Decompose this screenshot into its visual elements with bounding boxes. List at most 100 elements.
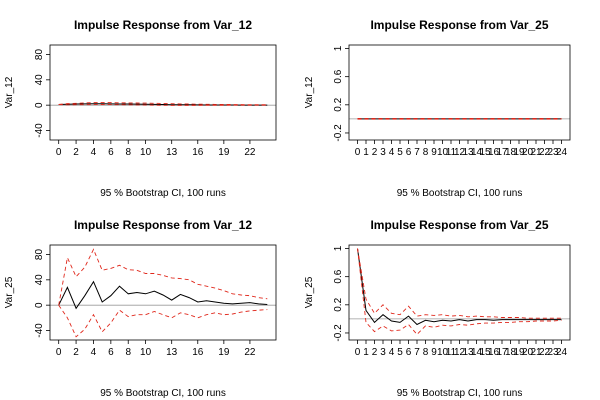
x-tick-label: 10 bbox=[437, 147, 449, 158]
chart-title: Impulse Response from Var_12 bbox=[74, 18, 252, 32]
x-tick-label: 3 bbox=[380, 147, 386, 158]
y-tick-label: 80 bbox=[34, 49, 45, 61]
x-tick-label: 21 bbox=[530, 147, 542, 158]
chart-panel-1: Impulse Response from Var_120 2 4 6 8 10 13 16 1… bbox=[4, 18, 277, 199]
x-tick-label: 12 bbox=[454, 147, 466, 158]
y-tick-label: 40 bbox=[34, 274, 45, 286]
x-tick-label: 7 bbox=[414, 347, 420, 358]
x-tick-label: 8 bbox=[423, 347, 429, 358]
x-tick-label: 21 bbox=[530, 347, 542, 358]
x-tick-label: 22 bbox=[539, 347, 551, 358]
x-tick-label: 3 bbox=[380, 347, 386, 358]
x-tick-label: 16 bbox=[192, 347, 204, 358]
y-tick-label: 80 bbox=[34, 249, 45, 261]
irf-series-line bbox=[58, 103, 268, 106]
y-axis-label: Var_12 bbox=[304, 76, 315, 108]
x-tick-label: 18 bbox=[505, 147, 517, 158]
lower-series-line bbox=[357, 248, 562, 336]
x-tick-label: 11 bbox=[446, 147, 457, 158]
x-tick-label: 4 bbox=[91, 347, 97, 358]
x-tick-label: 0 bbox=[355, 147, 361, 158]
plot-frame bbox=[348, 244, 571, 341]
irf-series-line bbox=[58, 280, 268, 310]
x-tick-label: 8 bbox=[423, 147, 429, 158]
plot-frame bbox=[348, 44, 571, 141]
y-tick-label: 1 bbox=[333, 45, 344, 51]
x-axis-label: 95 % Bootstrap CI, 100 runs bbox=[397, 388, 523, 399]
y-tick-label: 0.2 bbox=[333, 97, 344, 111]
y-tick-label: 0.6 bbox=[333, 269, 344, 283]
x-tick-label: 19 bbox=[218, 147, 230, 158]
x-tick-label: 6 bbox=[108, 147, 114, 158]
upper-series-line bbox=[357, 248, 562, 319]
chart-title: Impulse Response from Var_12 bbox=[74, 218, 252, 232]
x-tick-label: 4 bbox=[389, 347, 395, 358]
x-tick-label: 13 bbox=[166, 147, 178, 158]
x-tick-label: 0 bbox=[56, 347, 62, 358]
x-tick-label: 5 bbox=[397, 147, 403, 158]
y-tick-label: -40 bbox=[34, 123, 45, 138]
x-tick-label: 15 bbox=[479, 147, 491, 158]
x-tick-label: 2 bbox=[372, 147, 378, 158]
x-tick-label: 15 bbox=[479, 347, 491, 358]
y-tick-label: 0 bbox=[34, 102, 45, 108]
y-tick-label: -0.2 bbox=[333, 324, 344, 342]
x-tick-label: 4 bbox=[91, 147, 97, 158]
chart-panel-2: Impulse Response from Var_250 1 2 3 4 5 6 7 8 9 10… bbox=[304, 18, 571, 199]
x-tick-label: 1 bbox=[363, 147, 369, 158]
chart-title: Impulse Response from Var_25 bbox=[370, 218, 548, 232]
x-tick-label: 23 bbox=[547, 147, 559, 158]
x-tick-label: 8 bbox=[125, 347, 131, 358]
x-axis-label: 95 % Bootstrap CI, 100 runs bbox=[100, 188, 226, 199]
y-tick-label: 40 bbox=[34, 74, 45, 86]
x-tick-label: 18 bbox=[505, 347, 517, 358]
x-tick-label: 12 bbox=[454, 347, 466, 358]
irf-series-line bbox=[357, 248, 562, 326]
x-tick-label: 19 bbox=[513, 147, 525, 158]
x-tick-label: 6 bbox=[108, 347, 114, 358]
x-tick-label: 4 bbox=[389, 147, 395, 158]
x-tick-label: 10 bbox=[437, 347, 449, 358]
y-tick-label: 1 bbox=[333, 245, 344, 251]
plot-frame bbox=[49, 44, 277, 141]
x-tick-label: 16 bbox=[488, 347, 500, 358]
x-tick-label: 22 bbox=[244, 147, 256, 158]
x-tick-label: 6 bbox=[406, 147, 412, 158]
x-tick-label: 2 bbox=[73, 147, 79, 158]
y-tick-label: 0 bbox=[34, 302, 45, 308]
x-tick-label: 9 bbox=[431, 147, 437, 158]
plot-frame bbox=[49, 244, 277, 341]
chart-title: Impulse Response from Var_25 bbox=[370, 18, 548, 32]
x-tick-label: 13 bbox=[462, 147, 474, 158]
x-tick-label: 22 bbox=[244, 347, 256, 358]
x-tick-label: 16 bbox=[192, 147, 204, 158]
x-tick-label: 8 bbox=[125, 147, 131, 158]
x-tick-label: 11 bbox=[446, 347, 457, 358]
x-tick-label: 7 bbox=[414, 147, 420, 158]
x-tick-label: 14 bbox=[471, 347, 483, 358]
y-axis-label: Var_12 bbox=[4, 76, 15, 108]
y-tick-label: 0.2 bbox=[333, 297, 344, 311]
x-tick-label: 17 bbox=[496, 147, 508, 158]
y-axis-label: Var_25 bbox=[304, 276, 315, 308]
x-tick-label: 2 bbox=[73, 347, 79, 358]
upper-series-line bbox=[58, 248, 268, 306]
x-axis-label: 95 % Bootstrap CI, 100 runs bbox=[100, 388, 226, 399]
x-axis-label: 95 % Bootstrap CI, 100 runs bbox=[397, 188, 523, 199]
x-tick-label: 20 bbox=[522, 347, 534, 358]
x-tick-label: 9 bbox=[431, 347, 437, 358]
lower-series-line bbox=[58, 304, 268, 338]
x-tick-label: 22 bbox=[539, 147, 551, 158]
x-tick-label: 6 bbox=[406, 347, 412, 358]
x-tick-label: 19 bbox=[513, 347, 525, 358]
x-tick-label: 2 bbox=[372, 347, 378, 358]
y-tick-label: -0.2 bbox=[333, 124, 344, 142]
chart-panel-3: Impulse Response from Var_120 2 4 6 8 10 13 16 1… bbox=[4, 218, 277, 399]
x-tick-label: 20 bbox=[522, 147, 534, 158]
x-tick-label: 0 bbox=[355, 347, 361, 358]
x-tick-label: 0 bbox=[56, 147, 62, 158]
x-tick-label: 16 bbox=[488, 147, 500, 158]
x-tick-label: 17 bbox=[496, 347, 508, 358]
y-tick-label: -40 bbox=[34, 323, 45, 338]
